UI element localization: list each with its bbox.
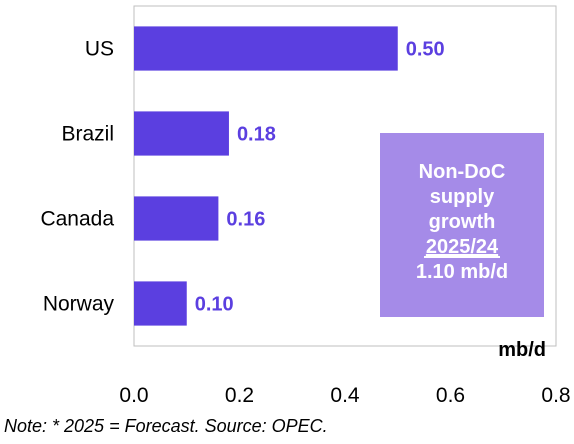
data-label-brazil: 0.18 [237,124,276,146]
unit-label: mb/d [498,339,546,361]
x-tick-label: 0.0 [119,384,148,407]
data-label-us: 0.50 [406,39,445,61]
x-tick-label: 0.4 [330,384,360,407]
x-tick-label: 0.6 [436,384,465,407]
annotation-line-5: 1.10 mb/d [416,261,508,283]
data-label-canada: 0.16 [226,209,265,231]
source-note: Note: * 2025 = Forecast. Source: OPEC. [4,416,328,436]
annotation-line-4: 2025/24 [426,236,499,258]
category-label-brazil: Brazil [61,123,114,146]
bar-canada [134,196,219,241]
x-tick-label: 0.2 [225,384,254,407]
category-label-us: US [85,38,114,61]
data-label-norway: 0.10 [195,294,234,316]
annotation-box-bg [380,133,544,317]
annotation-box: Non-DoC supply growth 2025/24 1.10 mb/d [380,133,544,317]
annotation-line-2: supply [430,186,495,208]
bar-brazil [134,111,229,156]
ticks-layer: 0.0 0.2 0.4 0.6 0.8 [119,384,570,407]
bars-layer [134,26,398,326]
category-label-canada: Canada [40,208,114,231]
labels-layer: US 0.50 Brazil 0.18 Canada 0.16 Norway 0.10 [40,38,444,316]
annotation-line-1: Non-DoC [419,161,506,183]
bar-us [134,26,398,71]
category-label-norway: Norway [43,293,115,316]
annotation-line-3: growth [429,211,496,233]
x-tick-label: 0.8 [541,384,570,407]
bar-norway [134,281,187,326]
